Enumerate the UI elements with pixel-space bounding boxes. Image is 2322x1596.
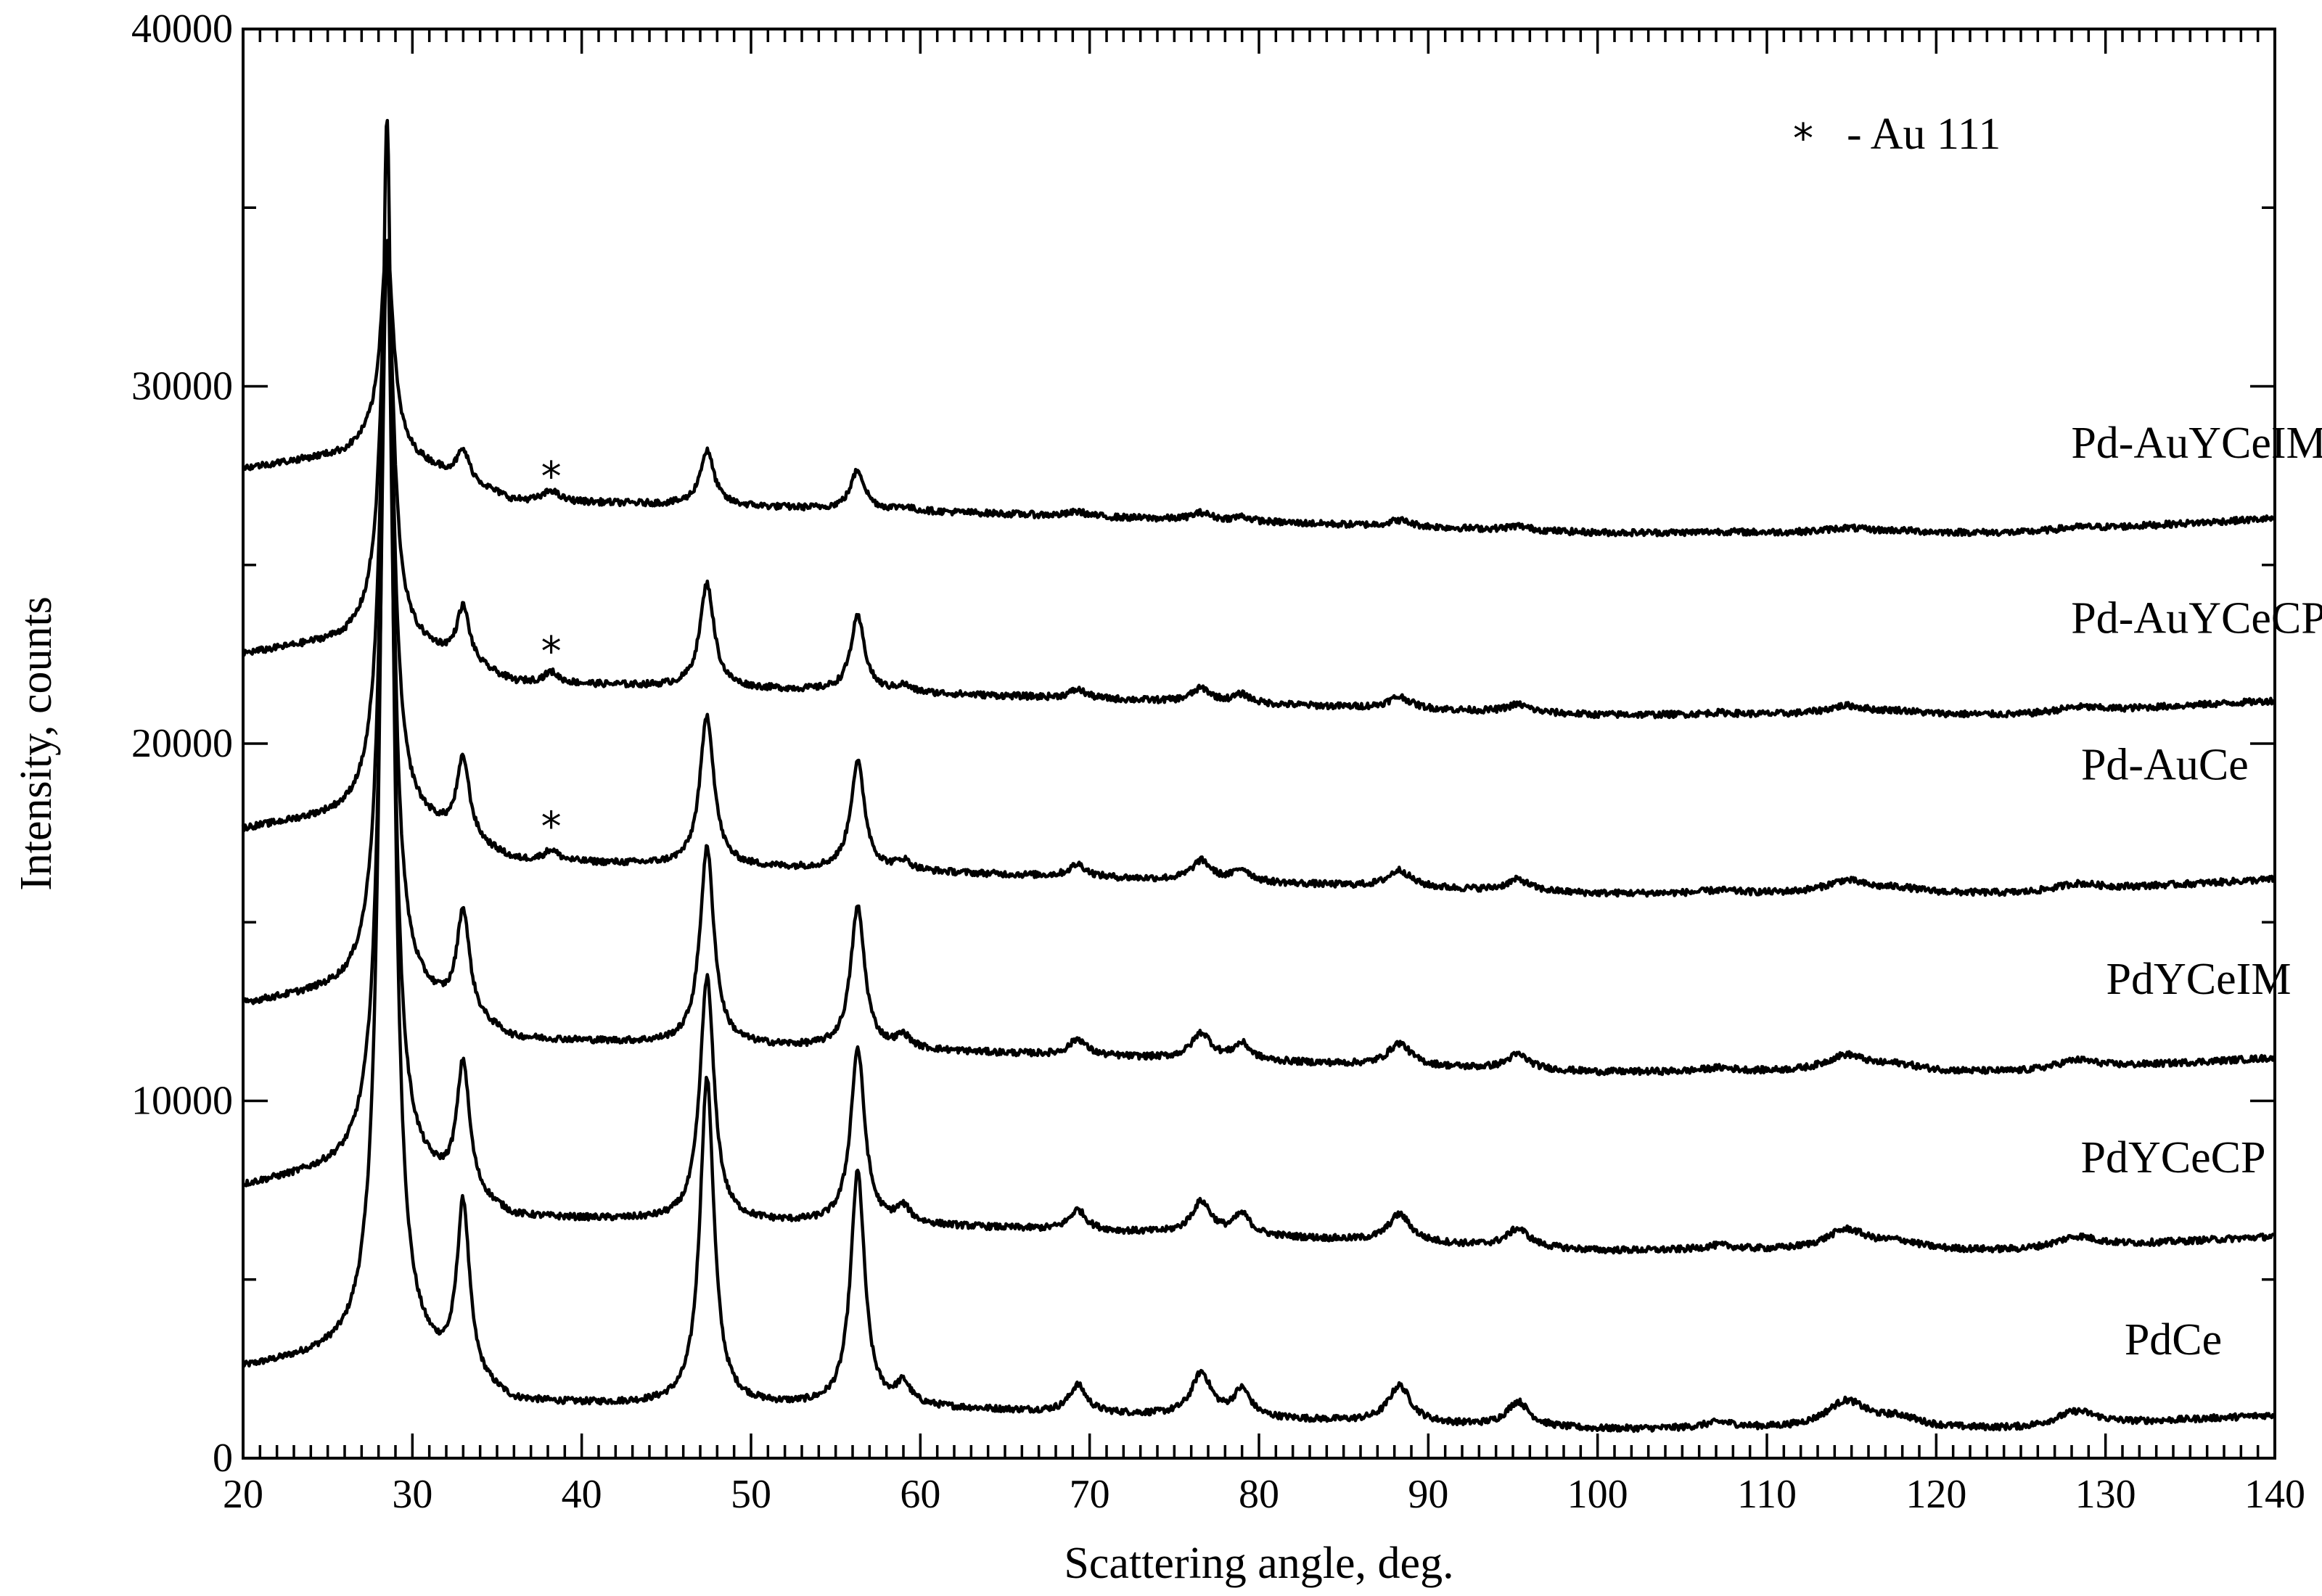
x-tick-label: 120 (1905, 1472, 1966, 1517)
x-tick-label: 60 (900, 1472, 940, 1517)
series-line-pd-auce (241, 239, 2276, 898)
plot-area: PdCe PdYCeCP PdYCeIM Pd-AuCe * Pd-AuYCeCP * Pd-… (241, 118, 2322, 1433)
series-label-pdyceim: PdYCeIM (2106, 955, 2292, 1004)
x-tick-label: 130 (2075, 1472, 2136, 1517)
series-line-pd-auycecp (241, 241, 2276, 720)
x-tick-label: 100 (1567, 1472, 1628, 1517)
x-tick-label: 20 (223, 1472, 263, 1517)
x-tick-label: 40 (562, 1472, 602, 1517)
series-line-pdyceim (241, 244, 2276, 1077)
legend-label: - Au 111 (1847, 110, 2001, 159)
x-tick-label: 140 (2244, 1472, 2305, 1517)
au111-marker: * (541, 628, 562, 675)
x-axis-title: Scattering angle, deg. (1064, 1539, 1453, 1588)
series-line-pd-auyceim (242, 239, 2276, 538)
x-tick-label: 80 (1239, 1472, 1279, 1517)
y-tick-label: 10000 (131, 1079, 233, 1124)
series-label-pdce: PdCe (2125, 1315, 2222, 1365)
y-tick-label: 0 (213, 1436, 233, 1481)
au111-marker: * (541, 803, 562, 850)
series-label-pdycecp: PdYCeCP (2081, 1133, 2266, 1182)
series-line-pdycecp (242, 242, 2276, 1255)
x-tick-label: 70 (1070, 1472, 1110, 1517)
x-tick-label: 50 (731, 1472, 771, 1517)
y-tick-label: 30000 (131, 364, 233, 409)
axis-ticks (242, 28, 2276, 1460)
series-label-pd-auycecp: Pd-AuYCeCP (2071, 593, 2322, 643)
y-tick-label: 40000 (131, 7, 233, 52)
x-tick-label: 30 (392, 1472, 432, 1517)
series-label-pd-auyceim: Pd-AuYCeIM (2071, 419, 2322, 468)
au111-marker: * (541, 453, 562, 501)
x-tick-label: 90 (1408, 1472, 1448, 1517)
series-label-pd-auce: Pd-AuCe (2081, 740, 2249, 789)
tick-labels: 20 30 40 50 60 70 80 90 100 110 120 130 140 0 10000 200… (131, 7, 2305, 1517)
series-line-pdce (241, 118, 2276, 1433)
x-tick-label: 110 (1737, 1472, 1797, 1517)
y-tick-label: 20000 (131, 721, 233, 766)
legend-symbol: * (1793, 115, 1813, 163)
legend: * - Au 111 (1793, 110, 2001, 163)
y-axis-title: Intensity, counts (12, 596, 61, 891)
